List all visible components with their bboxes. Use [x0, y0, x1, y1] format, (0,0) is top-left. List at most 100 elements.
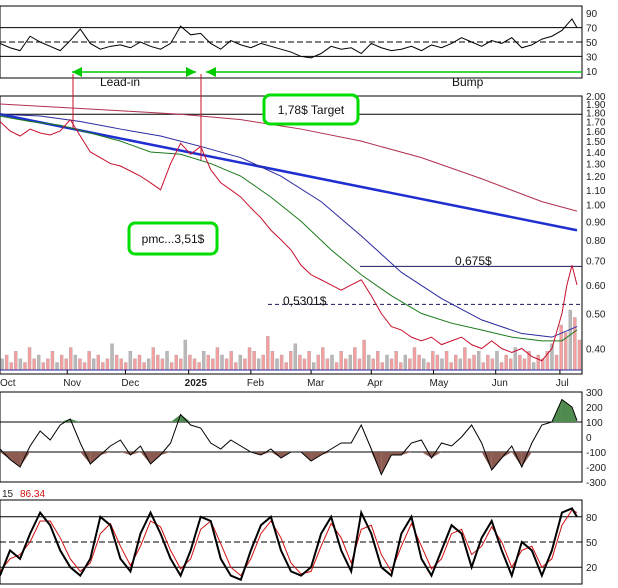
price-frame: [0, 95, 583, 375]
volume-bar: [201, 351, 206, 371]
volume-bar: [481, 362, 485, 371]
price-panel: 2.001.901.801.701.601.501.401.301.20 1.10…: [0, 74, 606, 389]
cci-fill-segment: [260, 452, 271, 455]
price-tick-label: 0.70: [586, 257, 606, 268]
cci-tick-label: -200: [586, 463, 606, 474]
volume-bar: [454, 354, 458, 371]
volume-bar: [92, 358, 96, 371]
cci-fill-segment: [150, 452, 161, 464]
volume-bar: [224, 358, 229, 371]
volume-bar: [105, 358, 110, 371]
month-label: Apr: [367, 378, 383, 389]
cci-tick-label: 200: [586, 403, 603, 414]
lead-in-label: Lead-in: [100, 75, 140, 89]
volume-bar: [440, 358, 444, 371]
stochastic-tick-label: 50: [586, 538, 598, 549]
volume-bar: [403, 354, 408, 371]
price-series-line: [0, 113, 578, 338]
volume-bar: [357, 358, 362, 371]
rsi-tick-label: 50: [586, 38, 598, 49]
volume-bar: [348, 354, 353, 371]
volume-bar: [577, 339, 582, 371]
volume-bar: [522, 358, 527, 371]
volume-bar: [4, 354, 9, 371]
volume-bar: [380, 362, 385, 371]
volume-bar: [69, 347, 73, 371]
cci-frame: [0, 391, 583, 483]
volume-bar: [408, 358, 412, 371]
volume-bar: [192, 358, 197, 371]
rsi-panel: 10 30 50 70 90 Lead-in Bump: [0, 5, 598, 89]
volume-bar: [27, 347, 32, 371]
volume-bar: [229, 351, 233, 371]
cci-tick-label: 0: [586, 433, 592, 444]
rsi-tick-label: 90: [586, 9, 598, 20]
volume-bar: [298, 354, 302, 371]
volume-bar: [476, 351, 481, 371]
price-tick-label: 0.60: [586, 281, 606, 292]
volume-bar: [321, 347, 325, 371]
volume-bar: [252, 351, 256, 371]
volume-bar: [284, 362, 288, 371]
stochastic-legend-period: 15: [2, 489, 14, 500]
volume-bar: [179, 358, 183, 371]
cci-fill-segment: [561, 399, 572, 422]
volume-bar: [421, 358, 426, 371]
volume-bar: [234, 362, 238, 371]
volume-bar: [275, 358, 279, 371]
volume-bar: [509, 358, 513, 371]
price-tick-label: 1.70: [586, 117, 606, 128]
price-tick-label: 1.20: [586, 172, 606, 183]
cci-fill-segment: [70, 419, 81, 422]
volume-bar: [18, 358, 23, 371]
volume-bar: [435, 354, 440, 371]
volume-bar: [64, 358, 68, 371]
volume-bar: [110, 343, 114, 371]
rsi-tick-label: 30: [586, 52, 598, 63]
volume-bar: [243, 358, 247, 371]
volume-bar: [472, 354, 476, 371]
volume-bar: [128, 351, 133, 371]
price-tick-label: 1.00: [586, 201, 606, 212]
month-label: May: [429, 378, 448, 389]
volume-bar: [568, 309, 572, 371]
cci-tick-labels: 300 200 100 0 -100 -200 -300: [586, 388, 606, 489]
volume-bar: [353, 347, 357, 371]
cci-fill-segment: [270, 452, 281, 458]
volume-bar: [261, 354, 265, 371]
target-box: 1,78$ Target: [262, 93, 360, 126]
price-tick-label: 1.60: [586, 127, 606, 138]
cci-fill-segment: [501, 452, 512, 458]
volume-bar: [119, 358, 123, 371]
volume-bar: [536, 354, 540, 371]
volume-bar: [133, 358, 137, 371]
volume-bar: [197, 362, 201, 371]
volume-bar: [417, 354, 421, 371]
volume-bar: [266, 336, 270, 371]
stochastic-panel: 80 50 20 15 86.34: [0, 489, 598, 585]
volume-bar: [101, 362, 105, 371]
volume-bar: [220, 354, 224, 371]
volume-bar: [495, 351, 499, 371]
volume-bar: [490, 358, 495, 371]
stochastic-reference-lines: [0, 516, 582, 568]
volume-bar: [444, 351, 449, 371]
volume-bar: [559, 324, 563, 371]
level-0675-label: 0,675$: [455, 254, 492, 268]
volume-bar: [146, 358, 151, 371]
volume-bar: [165, 351, 169, 371]
month-label: Jul: [556, 378, 569, 389]
cci-fill-segment: [511, 452, 522, 467]
price-series-line: [0, 113, 578, 232]
volume-bar: [247, 347, 252, 371]
volume-bar: [289, 351, 293, 371]
cci-panel: 300 200 100 0 -100 -200 -300: [0, 388, 606, 489]
price-tick-label: 0.40: [586, 345, 606, 356]
cci-tick-label: 300: [586, 388, 603, 399]
cci-fill-segment: [521, 452, 532, 467]
month-label: 2025: [185, 378, 208, 389]
pmc-box: pmc...3,51$: [127, 221, 219, 256]
rsi-line: [0, 18, 578, 59]
cci-fill-segment: [0, 452, 11, 460]
